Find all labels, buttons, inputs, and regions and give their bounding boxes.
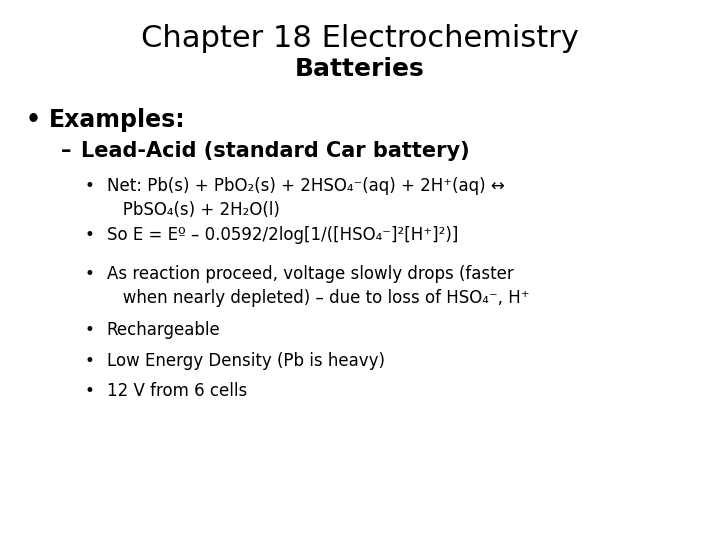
Text: 12 V from 6 cells: 12 V from 6 cells [107,382,247,400]
Text: Lead-Acid (standard Car battery): Lead-Acid (standard Car battery) [81,141,469,161]
Text: •: • [85,321,95,339]
Text: Chapter 18 Electrochemistry: Chapter 18 Electrochemistry [141,24,579,53]
Text: •: • [85,265,95,282]
Text: So E = Eº – 0.0592/2log[1/([HSO₄⁻]²[H⁺]²)]: So E = Eº – 0.0592/2log[1/([HSO₄⁻]²[H⁺]²… [107,226,458,244]
Text: •: • [85,177,95,195]
Text: •: • [85,226,95,244]
Text: As reaction proceed, voltage slowly drops (faster
   when nearly depleted) – due: As reaction proceed, voltage slowly drop… [107,265,529,307]
Text: Examples:: Examples: [49,108,186,132]
Text: Net: Pb(s) + PbO₂(s) + 2HSO₄⁻(aq) + 2H⁺(aq) ↔
   PbSO₄(s) + 2H₂O(l): Net: Pb(s) + PbO₂(s) + 2HSO₄⁻(aq) + 2H⁺(… [107,177,504,219]
Text: •: • [85,352,95,370]
Text: –: – [61,141,72,161]
Text: •: • [85,382,95,400]
Text: Batteries: Batteries [295,57,425,80]
Text: •: • [25,108,40,132]
Text: Low Energy Density (Pb is heavy): Low Energy Density (Pb is heavy) [107,352,384,370]
Text: Rechargeable: Rechargeable [107,321,220,339]
